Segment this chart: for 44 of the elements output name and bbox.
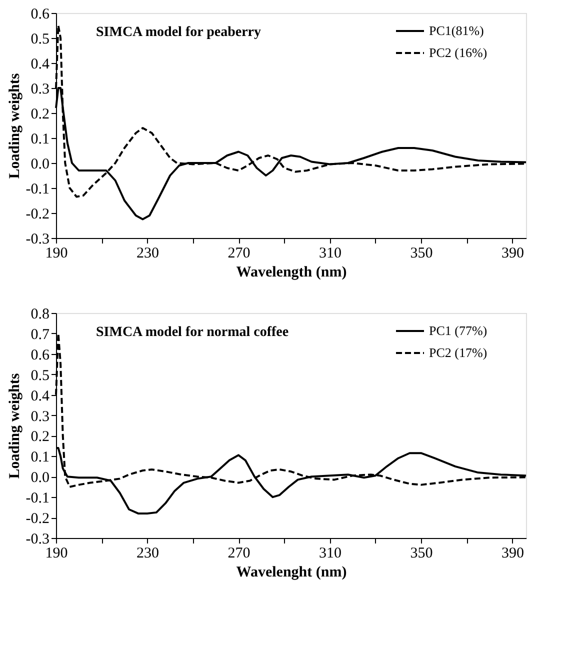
legend-label: PC2 (17%) [429, 345, 488, 360]
y-tick-label: -0.3 [26, 232, 50, 248]
x-tick-label: 230 [136, 546, 160, 562]
y-tick-label: 0.4 [30, 388, 50, 404]
y-tick-label: 0.0 [30, 156, 50, 172]
x-tick-label: 310 [319, 546, 342, 562]
text: SIMCA model for peaberry [96, 25, 261, 40]
x-tick-label: 190 [45, 246, 68, 262]
legend-label: PC1 (77%) [429, 323, 488, 338]
y-tick-label: -0.2 [26, 206, 50, 222]
y-tick-label: 0.4 [30, 56, 50, 72]
x-axis-title: Wavelenght (nm) [236, 564, 347, 580]
y-axis-title: Loading weights [6, 373, 23, 479]
x-tick-label: 270 [228, 546, 250, 562]
x-tick-label: 390 [502, 246, 524, 262]
y-tick-label: 0.2 [30, 429, 50, 446]
legend-label: PC1(81%) [429, 23, 484, 38]
y-tick-label: 0.3 [30, 408, 50, 425]
y-tick-label: 0.6 [30, 347, 50, 364]
legend-label: PC2 (16%) [429, 45, 488, 60]
x-axis-title: Wavelength (nm) [236, 264, 347, 280]
y-tick-label: 0.1 [30, 132, 50, 148]
y-tick-label: 0.3 [30, 82, 50, 98]
x-tick-label: 350 [410, 546, 433, 562]
x-tick-label: 350 [410, 246, 433, 262]
x-tick-label: 230 [136, 246, 160, 262]
y-tick-label: 0.5 [30, 368, 50, 384]
y-tick-label: -0.1 [26, 182, 50, 198]
x-tick-label: 310 [319, 246, 342, 262]
y-axis-title: Loading weights [6, 73, 23, 179]
y-tick-label: 0.7 [30, 326, 50, 343]
y-tick-label: 0.0 [30, 470, 50, 486]
y-tick-label: -0.3 [26, 532, 50, 548]
x-tick-label: 390 [502, 546, 524, 562]
y-tick-label: -0.1 [26, 490, 50, 507]
text: SIMCA model for normal coffee [96, 325, 289, 340]
x-tick-label: 270 [228, 246, 250, 262]
y-tick-label: 0.6 [30, 6, 50, 22]
y-tick-label: 0.8 [30, 306, 50, 322]
y-tick-label: 0.5 [30, 32, 50, 48]
y-tick-label: 0.2 [30, 106, 50, 122]
y-tick-label: 0.1 [30, 450, 50, 466]
x-tick-label: 190 [45, 546, 68, 562]
y-tick-label: -0.2 [26, 511, 50, 528]
